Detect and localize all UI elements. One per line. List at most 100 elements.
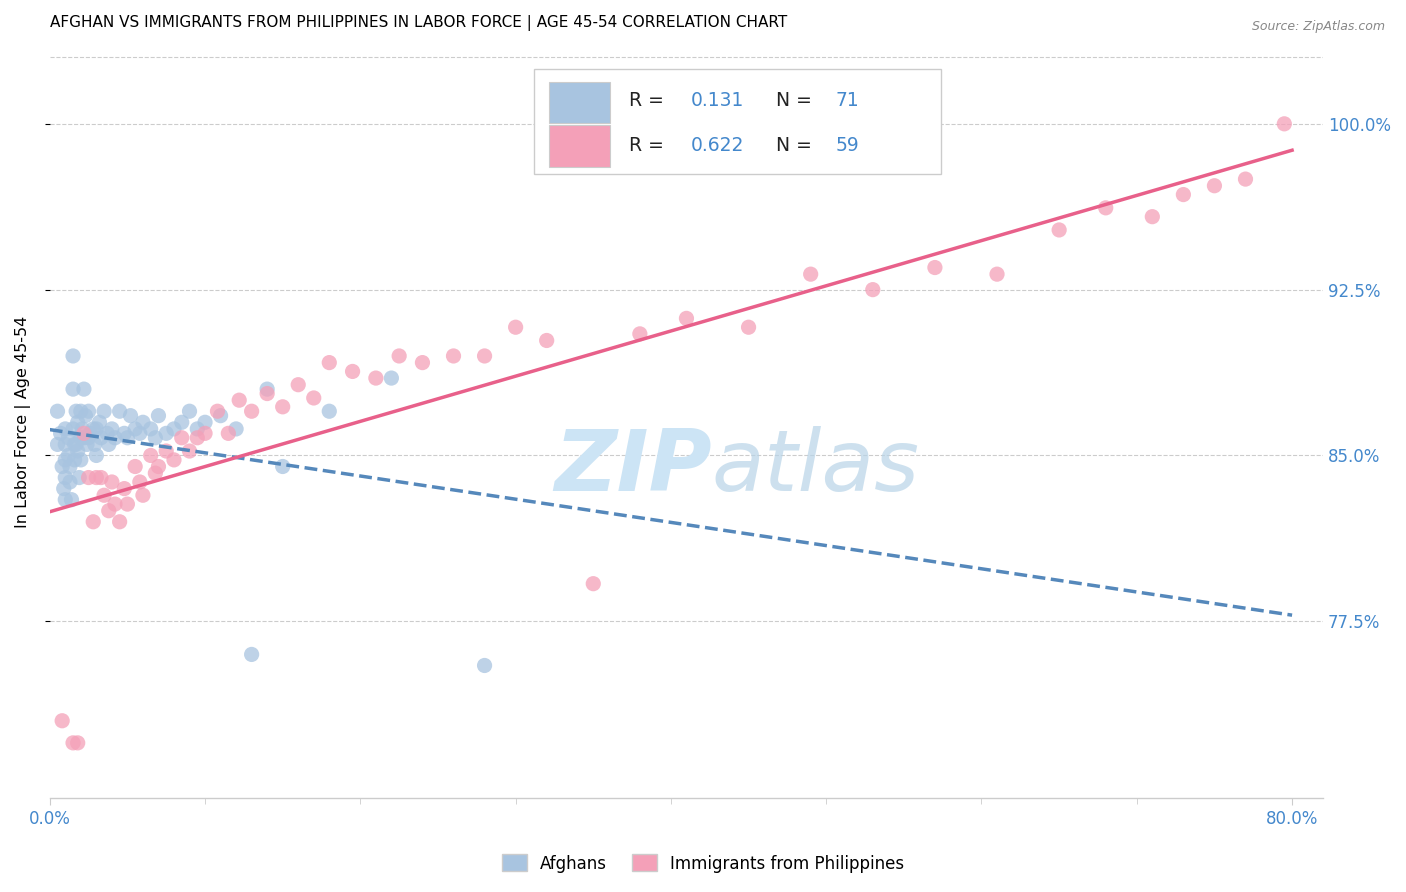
Point <box>63 453 86 467</box>
Point <box>380 371 402 385</box>
Point <box>225 422 247 436</box>
Point <box>75 409 97 423</box>
Text: R =: R = <box>628 91 671 110</box>
Point <box>862 283 884 297</box>
Point <box>179 404 201 418</box>
Point <box>628 326 651 341</box>
Point <box>582 576 605 591</box>
Point <box>86 449 108 463</box>
Point <box>1142 210 1164 224</box>
Text: N =: N = <box>776 91 817 110</box>
Point <box>217 426 239 441</box>
Point <box>86 422 108 436</box>
Point <box>73 382 96 396</box>
Point <box>155 426 177 441</box>
Point <box>287 377 309 392</box>
Point <box>53 470 76 484</box>
Point <box>117 497 139 511</box>
Point <box>163 453 186 467</box>
Point <box>139 449 162 463</box>
Point <box>51 714 73 728</box>
Point <box>69 453 91 467</box>
Point <box>49 426 72 441</box>
Point <box>77 431 100 445</box>
Point <box>52 482 75 496</box>
Point <box>65 404 87 418</box>
Point <box>800 267 823 281</box>
Point <box>342 364 364 378</box>
Text: AFGHAN VS IMMIGRANTS FROM PHILIPPINES IN LABOR FORCE | AGE 45-54 CORRELATION CHA: AFGHAN VS IMMIGRANTS FROM PHILIPPINES IN… <box>49 15 787 31</box>
Point <box>60 492 83 507</box>
Point <box>1094 201 1116 215</box>
Text: R =: R = <box>628 136 671 155</box>
Point <box>186 431 208 445</box>
Point <box>194 415 217 429</box>
Point <box>62 422 84 436</box>
Point <box>364 371 387 385</box>
Point <box>108 515 131 529</box>
Point <box>69 431 91 445</box>
Point <box>58 431 80 445</box>
Text: ZIP: ZIP <box>554 425 711 509</box>
Point <box>143 431 166 445</box>
Point <box>228 393 250 408</box>
Point <box>194 426 217 441</box>
Text: 71: 71 <box>835 91 859 110</box>
Point <box>67 470 90 484</box>
Point <box>66 444 89 458</box>
Point <box>51 459 73 474</box>
Point <box>69 404 91 418</box>
Text: 0.622: 0.622 <box>690 136 744 155</box>
Point <box>86 470 108 484</box>
Point <box>117 431 139 445</box>
Point <box>112 482 135 496</box>
Point <box>59 459 82 474</box>
Point <box>82 422 104 436</box>
Point <box>72 422 94 436</box>
Point <box>179 444 201 458</box>
Point <box>536 334 558 348</box>
Point <box>474 658 496 673</box>
Legend: Afghans, Immigrants from Philippines: Afghans, Immigrants from Philippines <box>495 847 911 880</box>
Point <box>97 437 120 451</box>
Point <box>318 404 340 418</box>
Point <box>170 415 193 429</box>
Point <box>318 355 340 369</box>
Point <box>132 488 155 502</box>
Point <box>90 470 112 484</box>
Point <box>302 391 325 405</box>
Point <box>1204 178 1226 193</box>
Point <box>155 444 177 458</box>
FancyBboxPatch shape <box>534 69 941 174</box>
Point <box>66 415 89 429</box>
Point <box>53 453 76 467</box>
Point <box>73 426 96 441</box>
Point <box>139 422 162 436</box>
Point <box>443 349 465 363</box>
Point <box>148 409 170 423</box>
Text: atlas: atlas <box>711 425 920 509</box>
Point <box>1047 223 1070 237</box>
Point <box>83 437 105 451</box>
Point <box>148 459 170 474</box>
Point <box>132 415 155 429</box>
Point <box>77 404 100 418</box>
Point <box>240 648 263 662</box>
Point <box>120 409 142 423</box>
Point <box>59 475 82 489</box>
Point <box>1173 187 1195 202</box>
Point <box>62 349 84 363</box>
Point <box>53 437 76 451</box>
Point <box>124 459 146 474</box>
Text: N =: N = <box>776 136 817 155</box>
Point <box>271 400 294 414</box>
Point <box>89 415 111 429</box>
Point <box>93 404 115 418</box>
Point <box>128 426 150 441</box>
Point <box>737 320 759 334</box>
Text: Source: ZipAtlas.com: Source: ZipAtlas.com <box>1251 20 1385 33</box>
Point <box>924 260 946 275</box>
Point <box>505 320 527 334</box>
Point <box>411 355 433 369</box>
Point <box>124 422 146 436</box>
